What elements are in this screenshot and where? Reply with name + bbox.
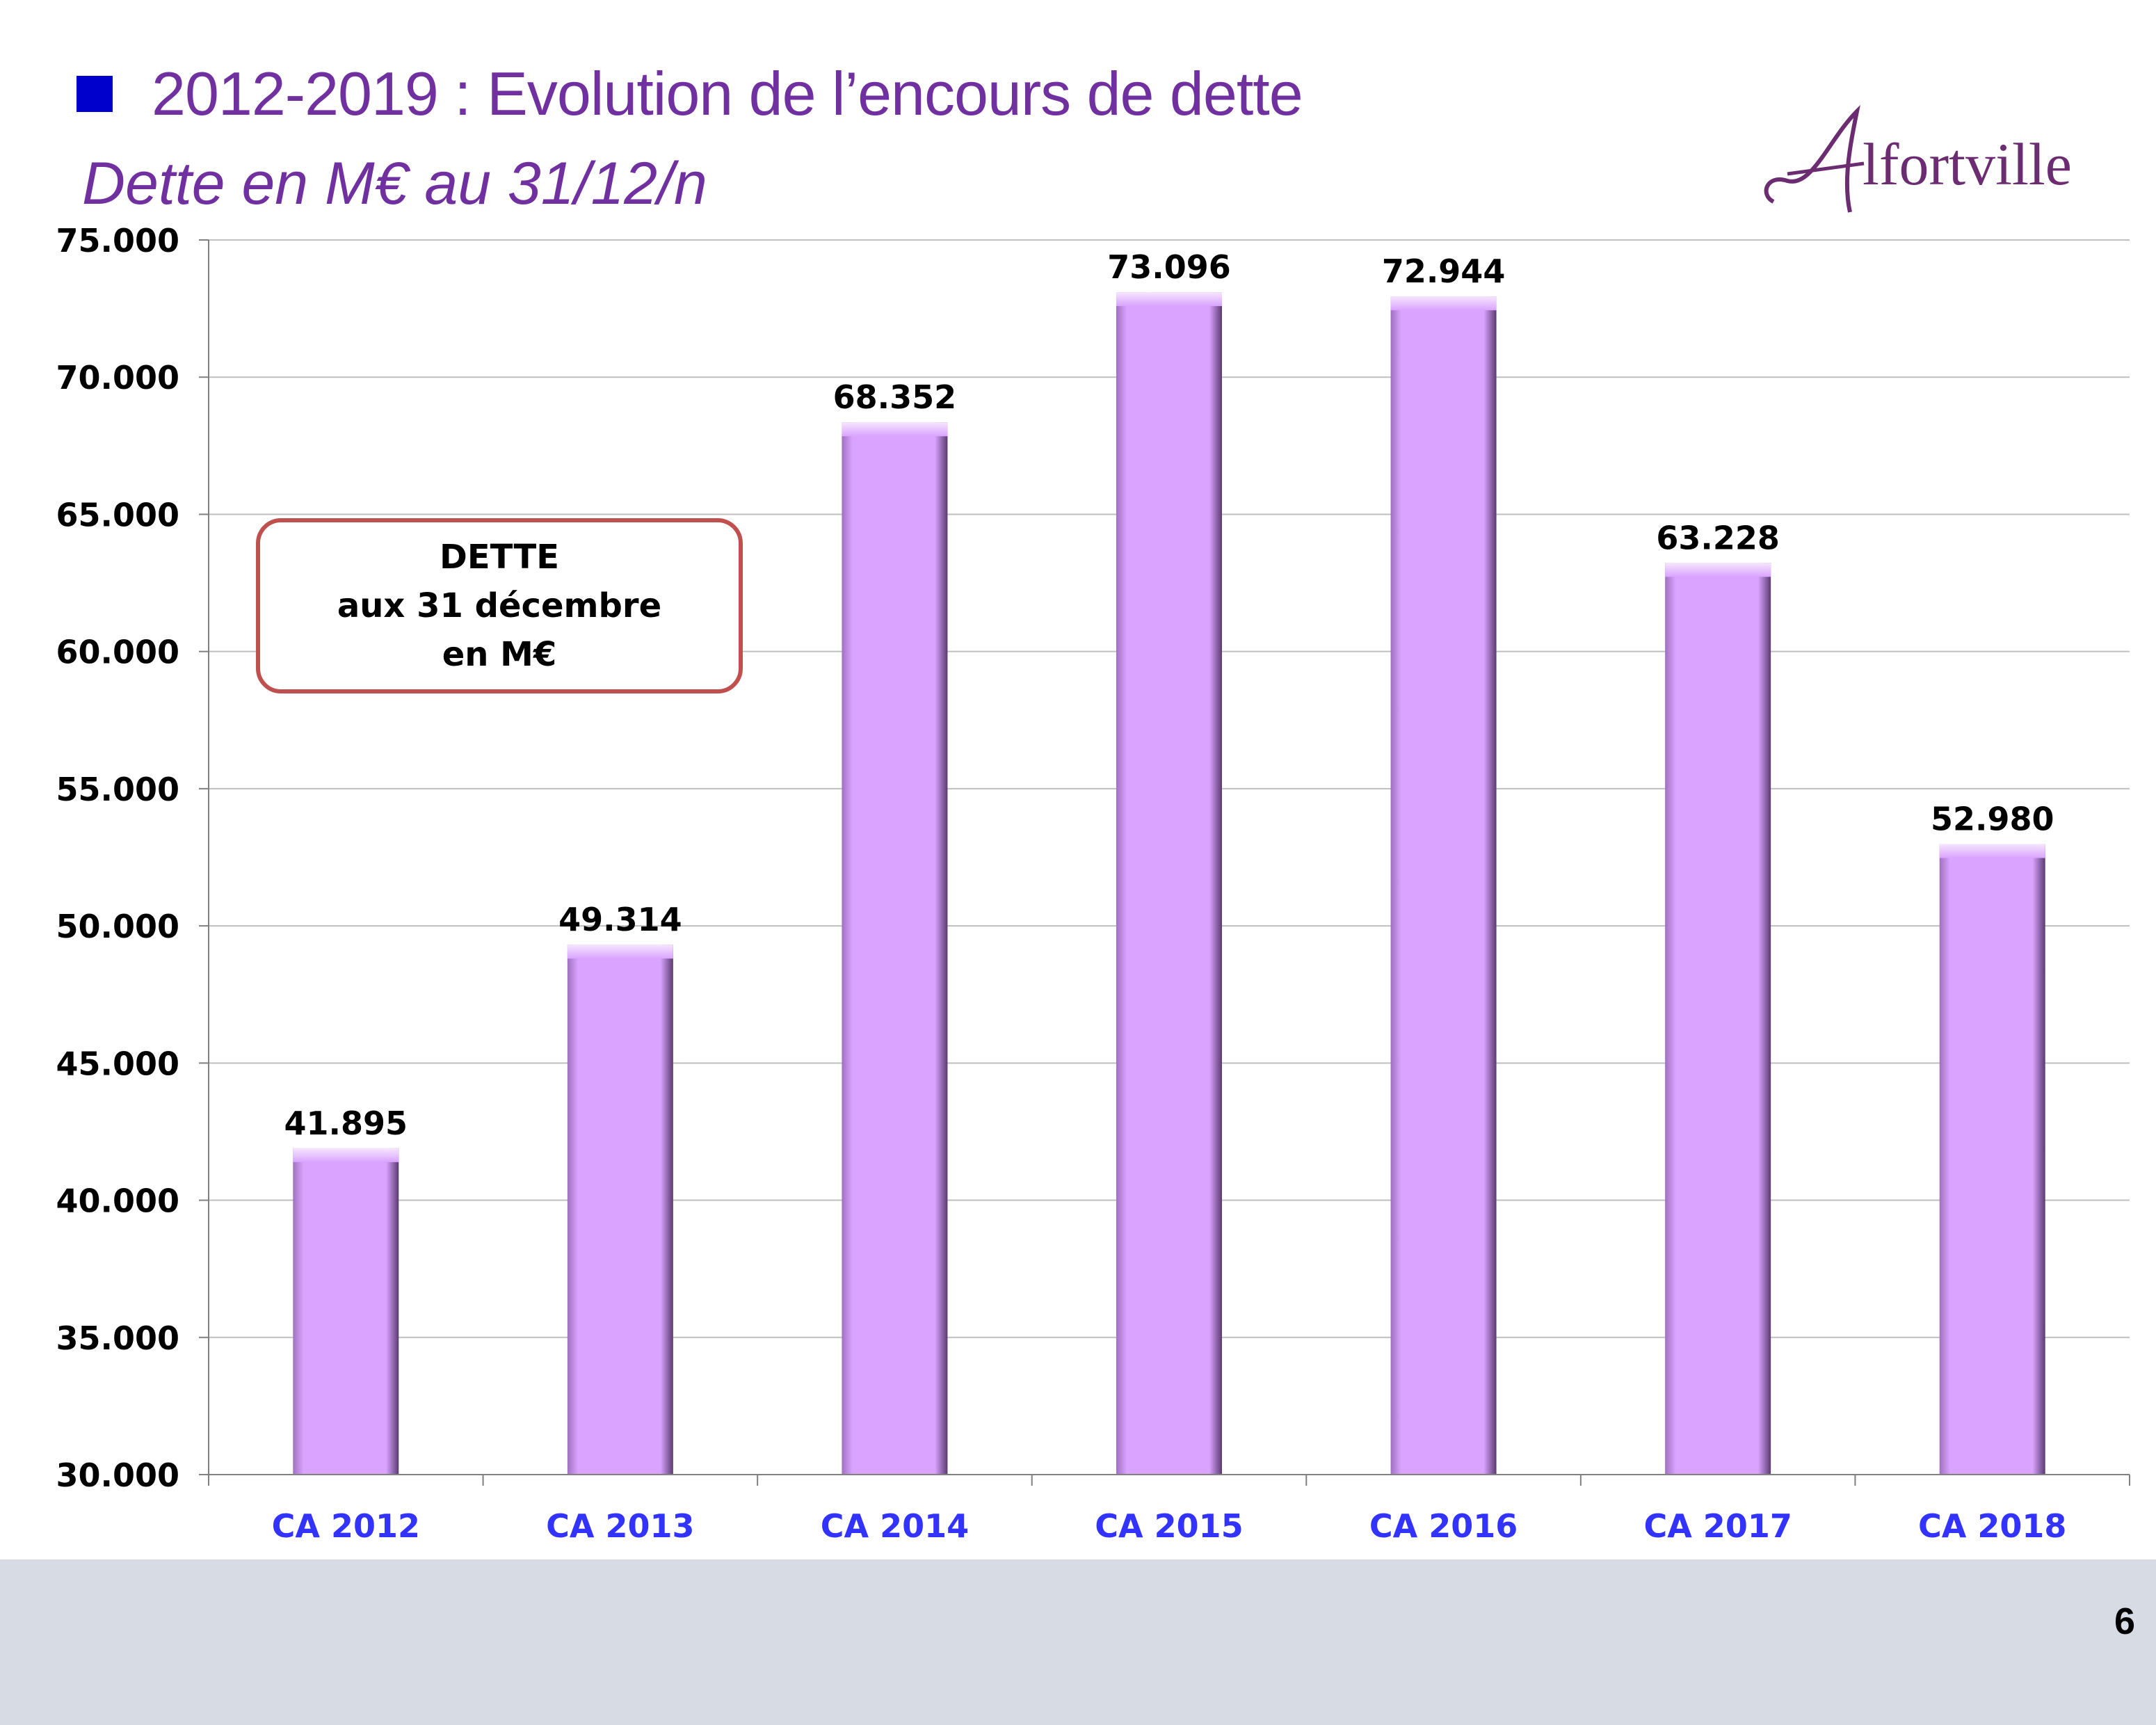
- y-tick-label: 60.000: [56, 634, 179, 671]
- bar-cap: [1939, 844, 2045, 858]
- svg-text:lfortville: lfortville: [1863, 131, 2072, 198]
- y-tick-label: 45.000: [56, 1045, 179, 1082]
- legend-callout-box: DETTE aux 31 décembre en M€: [256, 518, 743, 693]
- bar-value-label: 73.096: [1107, 248, 1231, 286]
- x-category-label: CA 2013: [546, 1507, 694, 1545]
- page-number: 6: [2114, 1600, 2135, 1642]
- bar-cap: [1390, 296, 1497, 311]
- bar-value-label: 68.352: [833, 378, 957, 416]
- bar: [1116, 292, 1222, 1475]
- alfortville-logo: lfortville: [1764, 104, 2072, 213]
- footer-band: [0, 1559, 2156, 1725]
- bar-cap: [293, 1148, 399, 1162]
- bar-value-label: 49.314: [558, 901, 682, 938]
- x-category-label: CA 2018: [1918, 1507, 2066, 1545]
- callout-line-2: aux 31 décembre: [337, 586, 662, 625]
- x-category-label: CA 2014: [821, 1507, 969, 1545]
- slide-title: 2012-2019 : Evolution de l’encours de de…: [152, 59, 1303, 128]
- bar-cap: [567, 945, 673, 959]
- bar-value-label: 52.980: [1931, 801, 2054, 838]
- bar: [293, 1148, 399, 1475]
- bar-value-label: 41.895: [284, 1105, 408, 1142]
- x-category-label: CA 2017: [1643, 1507, 1792, 1545]
- title-row: 2012-2019 : Evolution de l’encours de de…: [77, 56, 1303, 132]
- y-tick-label: 35.000: [56, 1319, 179, 1357]
- bar: [1939, 844, 2045, 1475]
- slide-subtitle: Dette en M€ au 31/12/n: [82, 150, 707, 217]
- y-tick-label: 75.000: [56, 222, 179, 259]
- bar: [842, 422, 948, 1475]
- y-tick-label: 30.000: [56, 1457, 179, 1494]
- square-bullet-icon: [77, 76, 113, 112]
- x-category-label: CA 2015: [1095, 1507, 1243, 1545]
- bar: [1390, 296, 1497, 1475]
- y-tick-label: 50.000: [56, 908, 179, 945]
- bar: [567, 945, 673, 1475]
- bar: [1665, 563, 1771, 1475]
- bar-cap: [1665, 563, 1771, 577]
- bar-cap: [842, 422, 948, 437]
- y-tick-label: 70.000: [56, 359, 179, 396]
- y-tick-label: 55.000: [56, 771, 179, 808]
- axes: 30.000 35.000 40.000 45.000 50.000 55.000 60.0…: [56, 222, 2130, 1545]
- bar-value-label: 63.228: [1656, 519, 1780, 556]
- callout-line-3: en M€: [442, 635, 557, 674]
- callout-line-1: DETTE: [439, 538, 559, 577]
- x-category-label: CA 2012: [272, 1507, 420, 1545]
- value-labels: 41.895 49.314 68.352 73.096 72.944 63.228 52.9…: [284, 248, 2054, 1142]
- y-tick-label: 65.000: [56, 496, 179, 533]
- x-category-label: CA 2016: [1369, 1507, 1518, 1545]
- y-tick-label: 40.000: [56, 1182, 179, 1220]
- bars: [293, 292, 2045, 1475]
- bar-value-label: 72.944: [1382, 252, 1506, 290]
- debt-bar-chart: 41.895 49.314 68.352 73.096 72.944 63.228 52.9…: [56, 222, 2130, 1545]
- bar-cap: [1116, 292, 1222, 307]
